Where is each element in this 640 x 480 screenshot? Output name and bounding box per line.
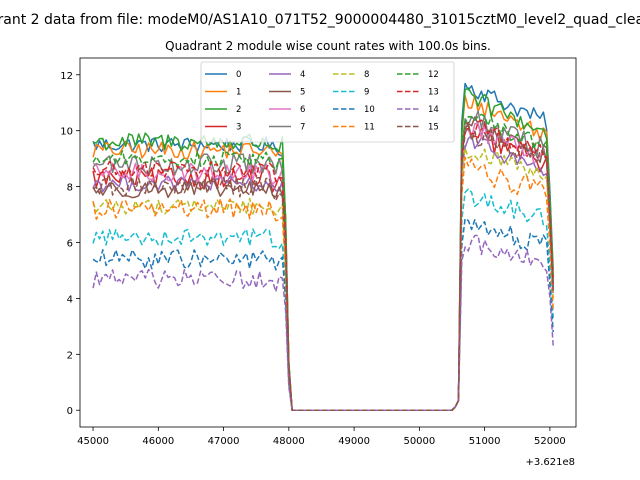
x-tick-label: 45000 (77, 436, 109, 447)
legend-label-8: 8 (364, 70, 369, 80)
y-tick-label: 2 (67, 350, 73, 361)
y-tick-label: 0 (67, 406, 73, 417)
series-line-13 (92, 119, 554, 411)
series-line-12 (92, 113, 554, 411)
series-line-10 (92, 217, 554, 411)
x-offset-label: +3.621e8 (525, 457, 575, 468)
y-tick-label: 8 (67, 183, 73, 194)
x-tick-label: 52000 (534, 436, 566, 447)
legend-label-9: 9 (364, 88, 369, 98)
y-axis-ticks: 0 2 4 6 8 10 12 (60, 71, 80, 417)
legend-label-10: 10 (364, 105, 375, 115)
legend-label-14: 14 (428, 105, 439, 115)
legend-label-0: 0 (236, 70, 241, 80)
x-axis-ticks: 45000 46000 47000 48000 49000 50000 51000 52000 (77, 427, 566, 447)
figure-suptitle: Quadrant 2 data from file: modeM0/AS1A10… (0, 12, 640, 28)
series-line-14 (92, 234, 554, 411)
legend-label-5: 5 (300, 88, 305, 98)
legend-label-3: 3 (236, 123, 241, 133)
x-tick-label: 50000 (403, 436, 435, 447)
y-tick-label: 12 (60, 71, 73, 82)
series-line-5 (92, 116, 554, 411)
legend-label-15: 15 (428, 123, 439, 133)
x-tick-label: 51000 (469, 436, 501, 447)
series-line-8 (92, 147, 554, 411)
x-tick-label: 47000 (208, 436, 240, 447)
y-tick-label: 10 (60, 127, 73, 138)
legend-label-13: 13 (428, 88, 439, 98)
legend-frame (200, 61, 455, 143)
x-tick-label: 49000 (338, 436, 370, 447)
legend-label-12: 12 (428, 70, 439, 80)
plot-frame (79, 57, 577, 428)
series-line-4 (92, 134, 554, 411)
y-tick-label: 6 (67, 239, 73, 250)
y-tick-label: 4 (67, 294, 73, 305)
series-line-15 (92, 121, 554, 411)
legend-label-2: 2 (236, 105, 241, 115)
x-tick-label: 46000 (142, 436, 174, 447)
chart-title: Quadrant 2 module wise count rates with … (165, 39, 491, 53)
series-lines (92, 82, 554, 411)
legend-label-4: 4 (300, 70, 305, 80)
legend-label-7: 7 (300, 123, 305, 133)
legend-label-11: 11 (364, 123, 375, 133)
x-tick-label: 48000 (273, 436, 305, 447)
legend-label-6: 6 (300, 105, 305, 115)
legend-label-1: 1 (236, 88, 241, 98)
